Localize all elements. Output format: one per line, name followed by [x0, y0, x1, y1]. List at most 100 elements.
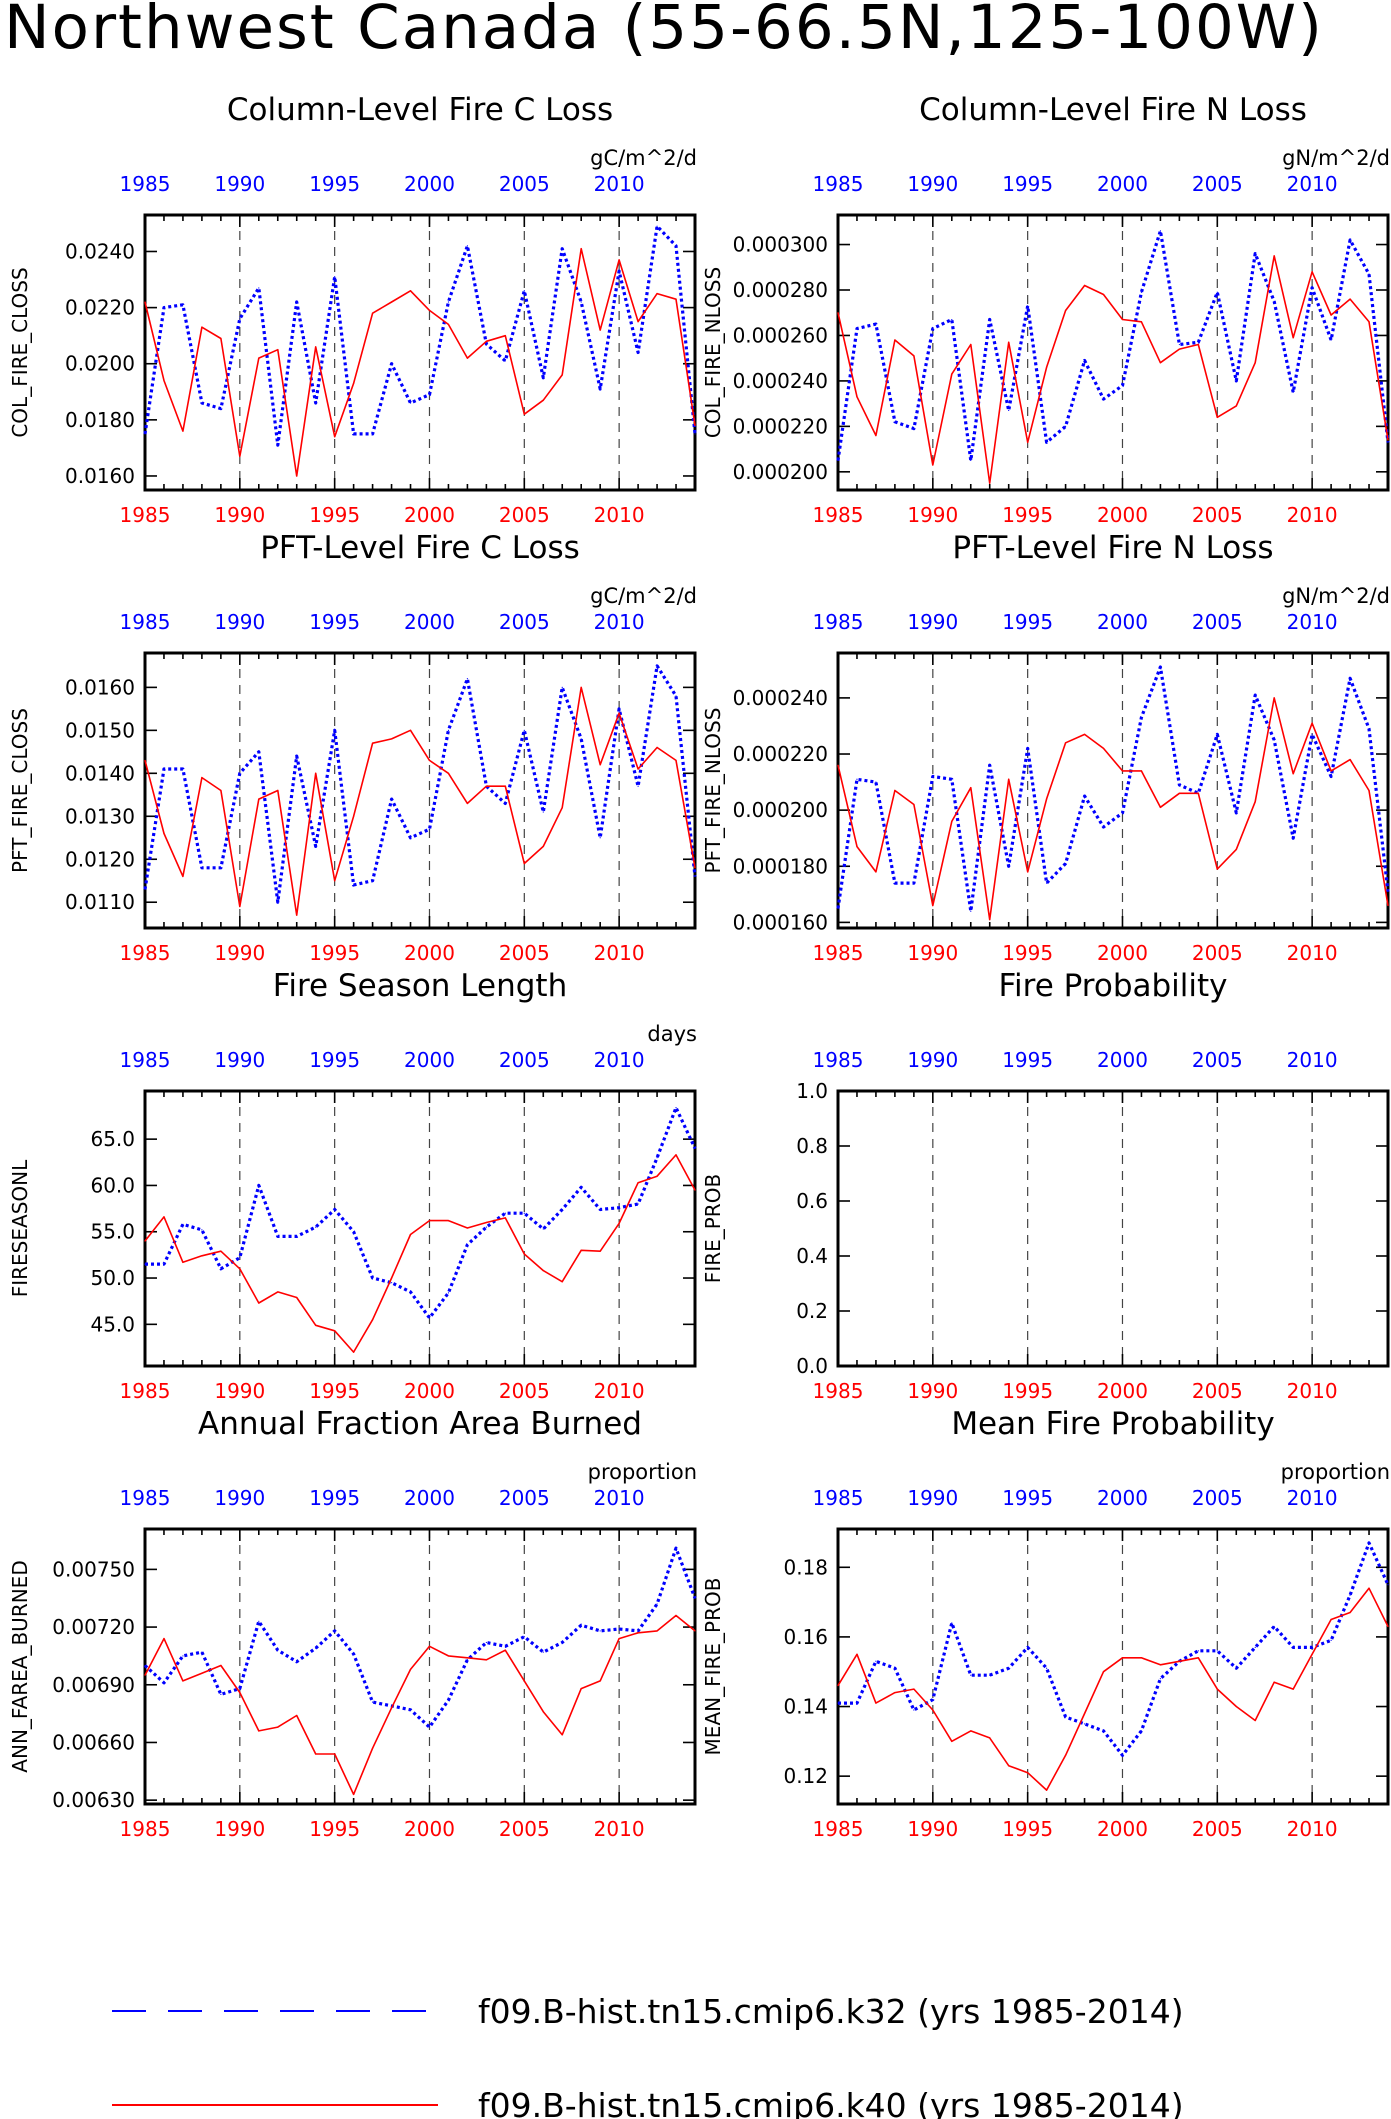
- data-point: [856, 328, 858, 330]
- data-point: [932, 1698, 934, 1701]
- y-tick-label: 0.000160: [733, 910, 828, 934]
- data-point: [580, 248, 582, 250]
- data-point: [1159, 1664, 1162, 1666]
- data-point: [447, 772, 450, 774]
- y-tick-label: 0.00660: [52, 1730, 135, 1754]
- data-point: [466, 802, 469, 804]
- x-tick-label-bottom: 2000: [1097, 1379, 1148, 1403]
- data-point: [315, 772, 317, 774]
- x-tick-label-top: 2005: [1192, 1048, 1243, 1072]
- data-point: [258, 1620, 260, 1622]
- data-point: [409, 729, 412, 731]
- x-tick-label-top: 2000: [1097, 1486, 1148, 1510]
- series-line-f09-b-hist-tn15-cmip6-k32: [145, 1106, 697, 1320]
- x-tick-label-top: 1985: [813, 610, 864, 634]
- data-point: [1102, 398, 1105, 400]
- data-point: [1140, 770, 1143, 772]
- x-tick-label-bottom: 2000: [404, 941, 455, 965]
- data-point: [837, 1685, 839, 1687]
- x-tick-label-bottom: 2005: [499, 1379, 550, 1403]
- data-point: [951, 820, 953, 822]
- x-tick-label-bottom: 2010: [594, 941, 645, 965]
- data-point: [163, 832, 165, 835]
- data-point: [277, 1291, 279, 1293]
- x-tick-label-top: 2010: [594, 1048, 645, 1072]
- data-point: [875, 323, 877, 325]
- y-tick-label: 0.0160: [65, 675, 135, 699]
- data-point: [447, 301, 450, 303]
- x-tick-label-bottom: 2010: [1287, 1379, 1338, 1403]
- data-point: [334, 1630, 336, 1632]
- x-tick-label-bottom: 1985: [120, 1379, 171, 1403]
- data-point: [334, 1753, 336, 1755]
- data-point: [675, 1614, 677, 1617]
- data-point: [837, 907, 839, 909]
- data-point: [466, 1657, 469, 1659]
- data-point: [599, 837, 601, 839]
- series-line-f09-b-hist-tn15-cmip6-k40: [144, 1154, 696, 1353]
- data-point: [353, 1653, 355, 1655]
- panel-units-col-fire-nloss: gN/m^2/d: [1282, 146, 1390, 170]
- data-point: [1349, 298, 1351, 300]
- data-point: [580, 686, 582, 688]
- data-point: [1349, 759, 1351, 761]
- data-point: [1330, 314, 1332, 316]
- data-point: [580, 1624, 582, 1626]
- data-point: [1178, 343, 1180, 346]
- data-point: [694, 1630, 696, 1632]
- data-point: [989, 318, 991, 321]
- data-point: [258, 1302, 260, 1304]
- x-tick-label-bottom: 2005: [1192, 1817, 1243, 1841]
- y-tick-label: 0.14: [783, 1695, 828, 1719]
- x-tick-label-top: 2010: [594, 1486, 645, 1510]
- data-point: [618, 259, 620, 261]
- data-point: [390, 1277, 393, 1279]
- data-point: [618, 270, 620, 272]
- x-tick-label-bottom: 1995: [309, 503, 360, 527]
- data-point: [875, 1702, 877, 1704]
- data-point: [523, 1253, 525, 1255]
- data-point: [239, 1268, 241, 1270]
- x-tick-label-top: 2010: [594, 172, 645, 196]
- data-point: [1368, 321, 1370, 323]
- data-point: [989, 764, 991, 766]
- data-point: [1140, 1730, 1143, 1732]
- data-point: [1083, 1712, 1086, 1715]
- panel-title-fire-prob: Fire Probability: [998, 968, 1227, 1004]
- data-point: [296, 1235, 298, 1237]
- data-point: [447, 729, 450, 731]
- panel-title-col-fire-closs: Column-Level Fire C Loss: [227, 92, 613, 128]
- data-point: [656, 1157, 658, 1159]
- data-point: [1178, 784, 1180, 786]
- data-point: [1027, 441, 1029, 443]
- data-point: [239, 318, 241, 320]
- data-point: [637, 1182, 639, 1184]
- x-tick-label-bottom: 1990: [214, 503, 265, 527]
- data-point: [1254, 1646, 1256, 1648]
- data-point: [694, 424, 696, 427]
- figure-panels: Column-Level Fire C Loss gC/m^2/d 1985 1985…: [8, 92, 1390, 1841]
- x-tick-label-top: 1990: [907, 1048, 958, 1072]
- data-point: [1235, 812, 1237, 814]
- x-tick-label-top: 2010: [1287, 1048, 1338, 1072]
- data-point: [1121, 1754, 1124, 1756]
- data-point: [694, 875, 696, 878]
- series-line-f09-b-hist-tn15-cmip6-k40: [144, 1614, 696, 1796]
- panel-title-pft-fire-nloss: PFT-Level Fire N Loss: [952, 530, 1273, 566]
- data-point: [1083, 359, 1086, 362]
- data-point: [542, 1228, 544, 1230]
- data-point: [504, 785, 506, 787]
- x-tick-label-bottom: 2005: [1192, 503, 1243, 527]
- data-point: [1387, 904, 1389, 907]
- data-point: [334, 1208, 336, 1211]
- x-tick-label-bottom: 1990: [907, 503, 958, 527]
- data-point: [1387, 441, 1389, 443]
- data-point: [428, 1726, 431, 1728]
- y-tick-label: 0.0180: [65, 408, 135, 432]
- data-point: [856, 778, 858, 780]
- data-point: [1216, 868, 1218, 870]
- data-point: [258, 751, 260, 753]
- data-point: [1008, 409, 1010, 412]
- data-point: [932, 1709, 934, 1711]
- x-tick-label-bottom: 1990: [907, 941, 958, 965]
